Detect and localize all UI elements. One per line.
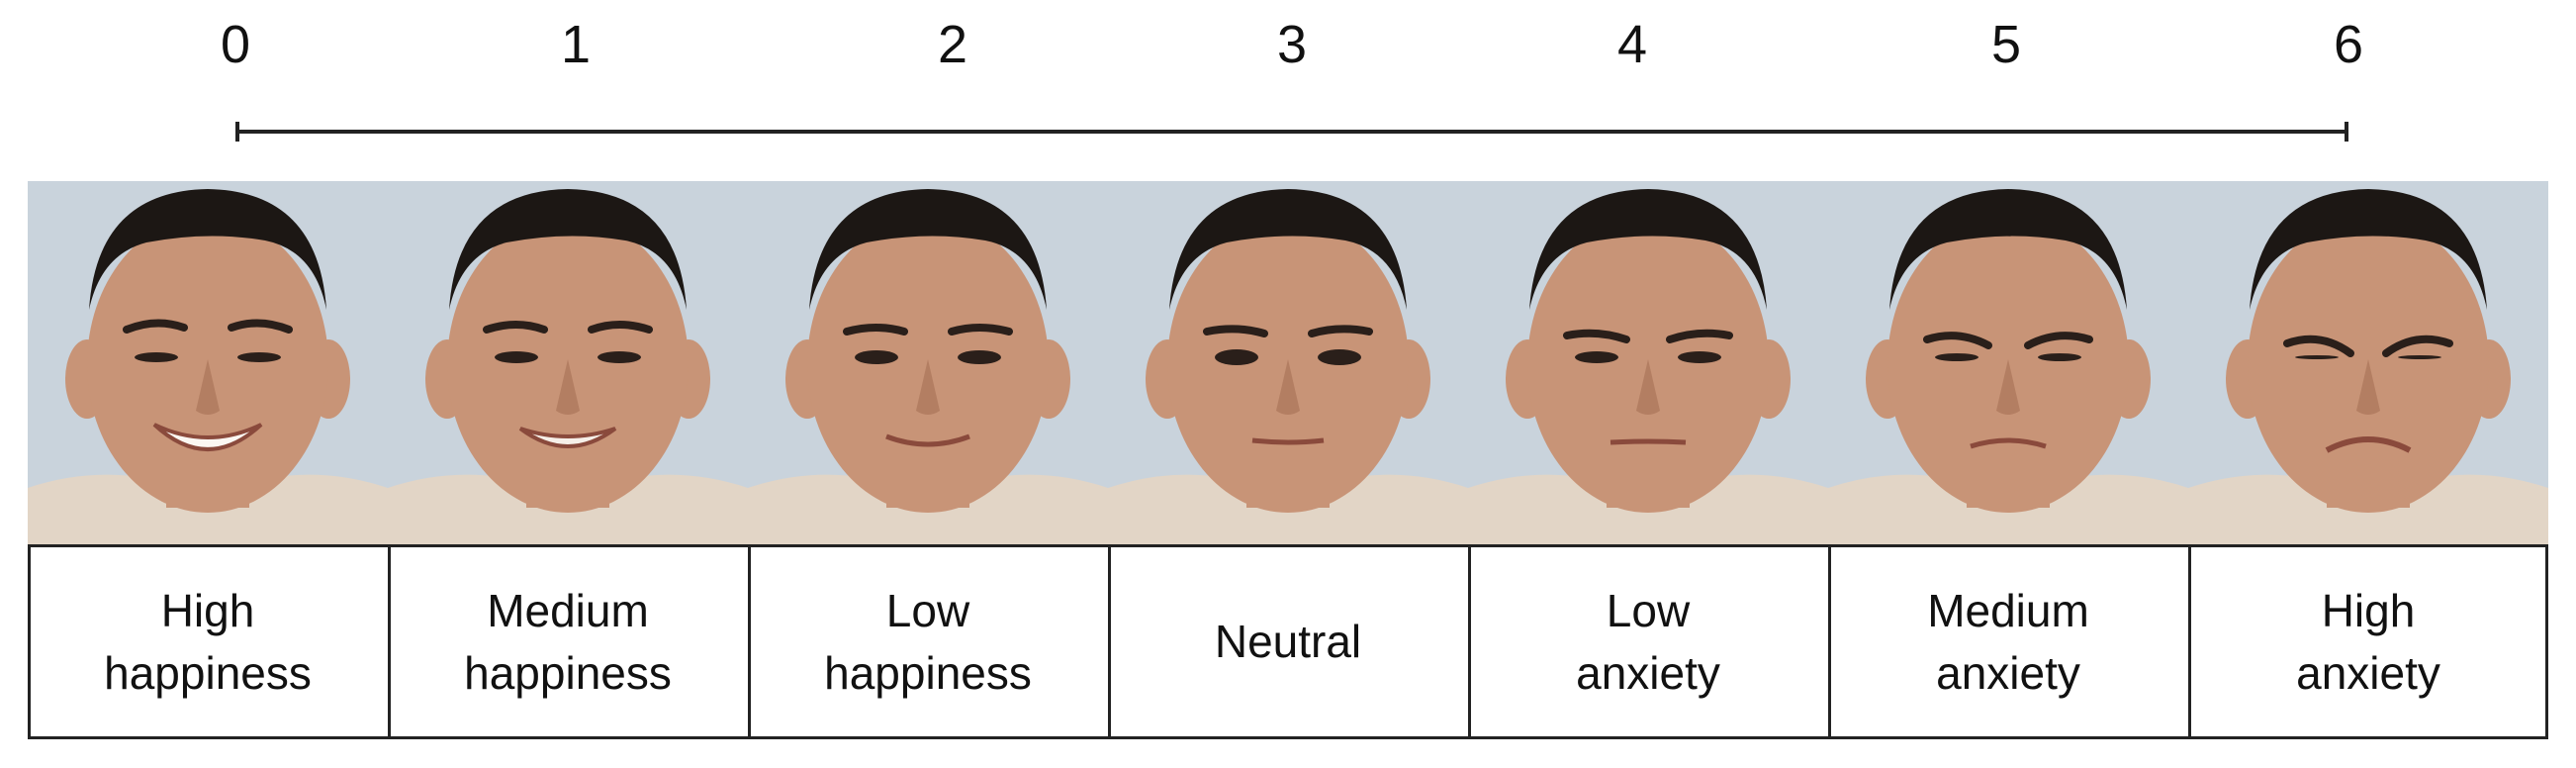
label-divider (1108, 544, 1111, 739)
label-line-1: Neutral (1214, 616, 1362, 668)
label-line-2: anxiety (1576, 646, 1720, 699)
scale-tick-2: 2 (937, 15, 968, 74)
panel-low-anxiety: Low anxiety (1468, 181, 1828, 743)
label-line-1: High (2321, 584, 2416, 636)
face-photo-low-anxiety (1468, 181, 1828, 544)
panel-medium-anxiety: Medium anxiety (1828, 181, 2188, 743)
label-box-medium-happiness: Medium happiness (388, 544, 748, 739)
label-divider (1468, 544, 1471, 739)
panel-neutral: Neutral (1108, 181, 1468, 743)
label-line-1: Medium (487, 584, 649, 636)
label-divider (748, 544, 751, 739)
label-box-high-anxiety: High anxiety (2188, 544, 2548, 739)
face-photo-low-happiness (748, 181, 1108, 544)
face-photo-medium-happiness (388, 181, 748, 544)
scale-tick-3: 3 (1276, 15, 1308, 74)
label-box-medium-anxiety: Medium anxiety (1828, 544, 2188, 739)
label-divider (1828, 544, 1831, 739)
scale-tick-0: 0 (220, 15, 251, 74)
panel-high-happiness: High happiness (28, 181, 388, 743)
label-line-2: happiness (104, 646, 312, 699)
panel-high-anxiety: High anxiety (2188, 181, 2548, 743)
label-line-2: happiness (824, 646, 1032, 699)
scale-tick-4: 4 (1616, 15, 1648, 74)
label-divider (28, 544, 31, 739)
label-line-2: happiness (464, 646, 672, 699)
scale-tick-5: 5 (1990, 15, 2022, 74)
label-divider (388, 544, 391, 739)
label-line-1: High (160, 584, 255, 636)
scale-line (235, 122, 2348, 142)
expression-panels: High happiness Medium happiness Low happiness… (28, 181, 2548, 743)
face-photo-medium-anxiety (1828, 181, 2188, 544)
label-divider (2545, 544, 2548, 739)
label-line-1: Low (885, 584, 970, 636)
face-photo-high-happiness (28, 181, 388, 544)
label-line-2: anxiety (2296, 646, 2440, 699)
label-box-high-happiness: High happiness (28, 544, 388, 739)
panel-low-happiness: Low happiness (748, 181, 1108, 743)
label-box-neutral: Neutral (1108, 544, 1468, 739)
label-box-low-anxiety: Low anxiety (1468, 544, 1828, 739)
label-line-1: Medium (1927, 584, 2089, 636)
scale-numbers: 0 1 2 3 4 5 6 (0, 0, 2576, 109)
face-photo-high-anxiety (2188, 181, 2548, 544)
face-photo-neutral (1108, 181, 1468, 544)
label-line-1: Low (1606, 584, 1691, 636)
scale-tick-1: 1 (560, 15, 592, 74)
label-box-low-happiness: Low happiness (748, 544, 1108, 739)
label-divider (2188, 544, 2191, 739)
panel-medium-happiness: Medium happiness (388, 181, 748, 743)
label-line-2: anxiety (1936, 646, 2080, 699)
scale-tick-6: 6 (2333, 15, 2364, 74)
